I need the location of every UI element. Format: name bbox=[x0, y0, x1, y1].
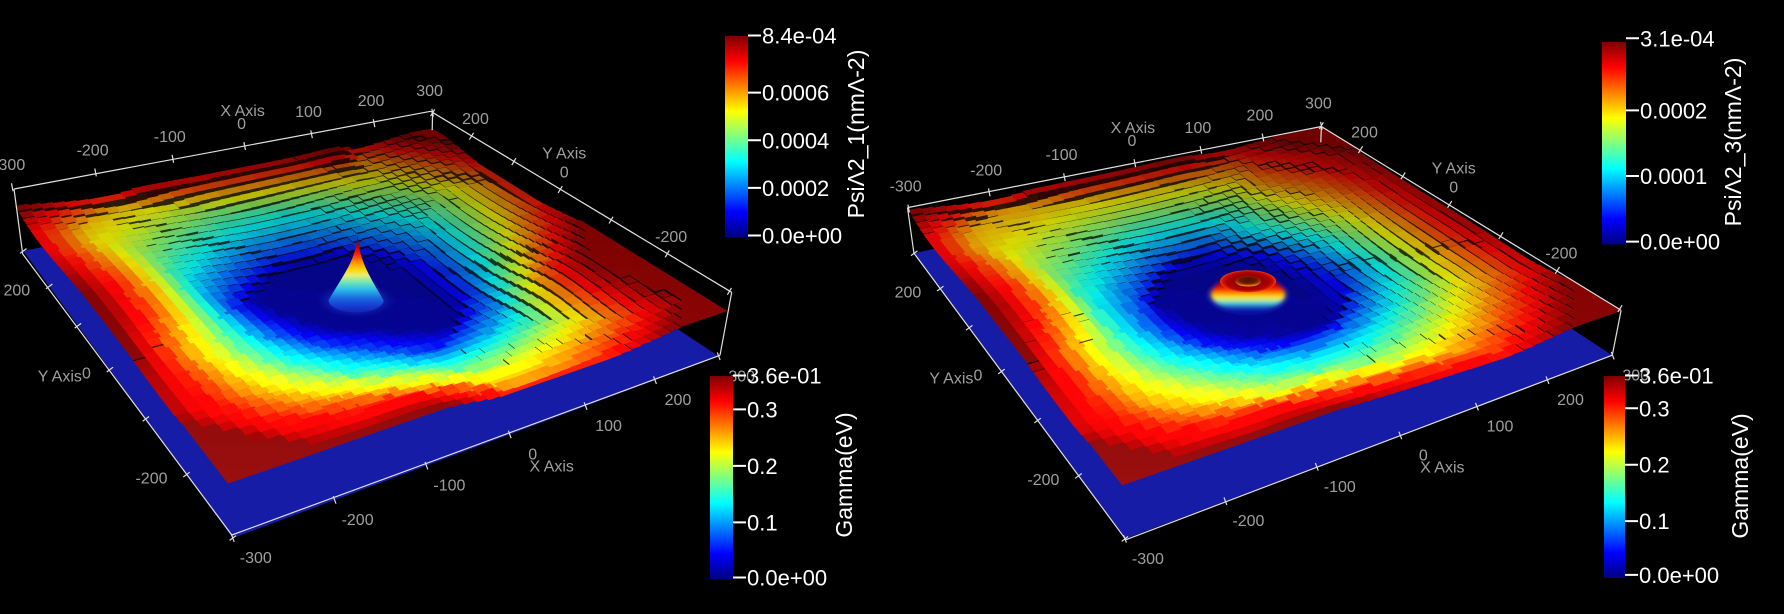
svg-text:-200: -200 bbox=[135, 471, 167, 488]
svg-text:0: 0 bbox=[973, 368, 982, 385]
svg-text:-200: -200 bbox=[77, 143, 109, 160]
svg-text:200: 200 bbox=[3, 282, 30, 299]
svg-text:0.0006: 0.0006 bbox=[762, 81, 829, 106]
svg-text:0.3: 0.3 bbox=[747, 397, 778, 422]
svg-text:300: 300 bbox=[728, 368, 755, 385]
svg-text:100: 100 bbox=[1185, 120, 1212, 137]
svg-text:0: 0 bbox=[82, 366, 91, 383]
svg-text:Y Axis: Y Axis bbox=[929, 371, 973, 388]
svg-text:-100: -100 bbox=[1324, 479, 1356, 496]
svg-text:Gamma(eV): Gamma(eV) bbox=[831, 412, 857, 537]
svg-text:-200: -200 bbox=[1545, 245, 1577, 262]
svg-text:0.0002: 0.0002 bbox=[1640, 98, 1707, 123]
svg-text:0.2: 0.2 bbox=[1639, 453, 1670, 478]
svg-text:0.0e+00: 0.0e+00 bbox=[1639, 563, 1719, 588]
svg-text:200: 200 bbox=[1351, 125, 1378, 142]
svg-text:Y Axis: Y Axis bbox=[38, 369, 82, 386]
svg-text:3.6e-01: 3.6e-01 bbox=[747, 364, 822, 389]
svg-text:8.4e-04: 8.4e-04 bbox=[762, 24, 837, 49]
svg-text:-300: -300 bbox=[240, 550, 272, 567]
svg-text:0.2: 0.2 bbox=[747, 454, 778, 479]
svg-text:-300: -300 bbox=[1132, 551, 1164, 568]
svg-text:0: 0 bbox=[560, 165, 569, 182]
svg-text:Y Axis: Y Axis bbox=[542, 146, 586, 163]
svg-text:Y Axis: Y Axis bbox=[1432, 160, 1476, 177]
svg-text:0.0e+00: 0.0e+00 bbox=[747, 566, 827, 591]
svg-text:200: 200 bbox=[462, 111, 489, 128]
svg-text:100: 100 bbox=[1487, 419, 1514, 436]
svg-text:0.0001: 0.0001 bbox=[1640, 164, 1707, 189]
svg-text:0.1: 0.1 bbox=[1639, 509, 1670, 534]
svg-text:0: 0 bbox=[528, 447, 537, 464]
svg-text:-100: -100 bbox=[154, 129, 186, 146]
svg-text:-100: -100 bbox=[1045, 147, 1077, 164]
svg-text:200: 200 bbox=[665, 392, 692, 409]
svg-text:300: 300 bbox=[416, 83, 443, 100]
svg-text:-300: -300 bbox=[0, 157, 25, 174]
svg-text:200: 200 bbox=[358, 93, 385, 110]
svg-text:X Axis: X Axis bbox=[220, 103, 264, 120]
svg-text:X Axis: X Axis bbox=[529, 459, 573, 476]
svg-text:0: 0 bbox=[237, 116, 246, 133]
svg-text:X Axis: X Axis bbox=[1111, 120, 1155, 137]
svg-text:-200: -200 bbox=[970, 162, 1002, 179]
svg-text:X Axis: X Axis bbox=[1420, 459, 1464, 476]
svg-text:PsiΛ2_3(nmΛ-2): PsiΛ2_3(nmΛ-2) bbox=[1720, 58, 1746, 227]
svg-text:200: 200 bbox=[1247, 108, 1274, 125]
svg-text:0.3: 0.3 bbox=[1639, 396, 1670, 421]
svg-text:0.0e+00: 0.0e+00 bbox=[1640, 230, 1720, 255]
svg-text:0.1: 0.1 bbox=[747, 510, 778, 535]
svg-text:-200: -200 bbox=[1232, 513, 1264, 530]
svg-text:100: 100 bbox=[595, 418, 622, 435]
svg-text:0: 0 bbox=[1449, 179, 1458, 196]
svg-text:-200: -200 bbox=[1027, 472, 1059, 489]
svg-text:-200: -200 bbox=[342, 512, 374, 529]
svg-text:0.0004: 0.0004 bbox=[762, 128, 829, 153]
svg-text:Gamma(eV): Gamma(eV) bbox=[1727, 413, 1753, 538]
svg-text:PsiΛ2_1(nmΛ-2): PsiΛ2_1(nmΛ-2) bbox=[843, 50, 869, 219]
svg-text:100: 100 bbox=[295, 104, 322, 121]
svg-text:0.0e+00: 0.0e+00 bbox=[762, 224, 842, 249]
svg-text:0: 0 bbox=[1127, 133, 1136, 150]
svg-text:300: 300 bbox=[1305, 96, 1332, 113]
svg-text:-200: -200 bbox=[655, 229, 687, 246]
svg-text:200: 200 bbox=[1557, 392, 1584, 409]
svg-text:3.6e-01: 3.6e-01 bbox=[1639, 364, 1714, 389]
svg-text:200: 200 bbox=[895, 285, 922, 302]
svg-text:3.1e-04: 3.1e-04 bbox=[1640, 26, 1715, 51]
svg-text:-300: -300 bbox=[890, 179, 922, 196]
svg-text:-100: -100 bbox=[433, 478, 465, 495]
svg-text:0.0002: 0.0002 bbox=[762, 176, 829, 201]
svg-text:0: 0 bbox=[1419, 447, 1428, 464]
